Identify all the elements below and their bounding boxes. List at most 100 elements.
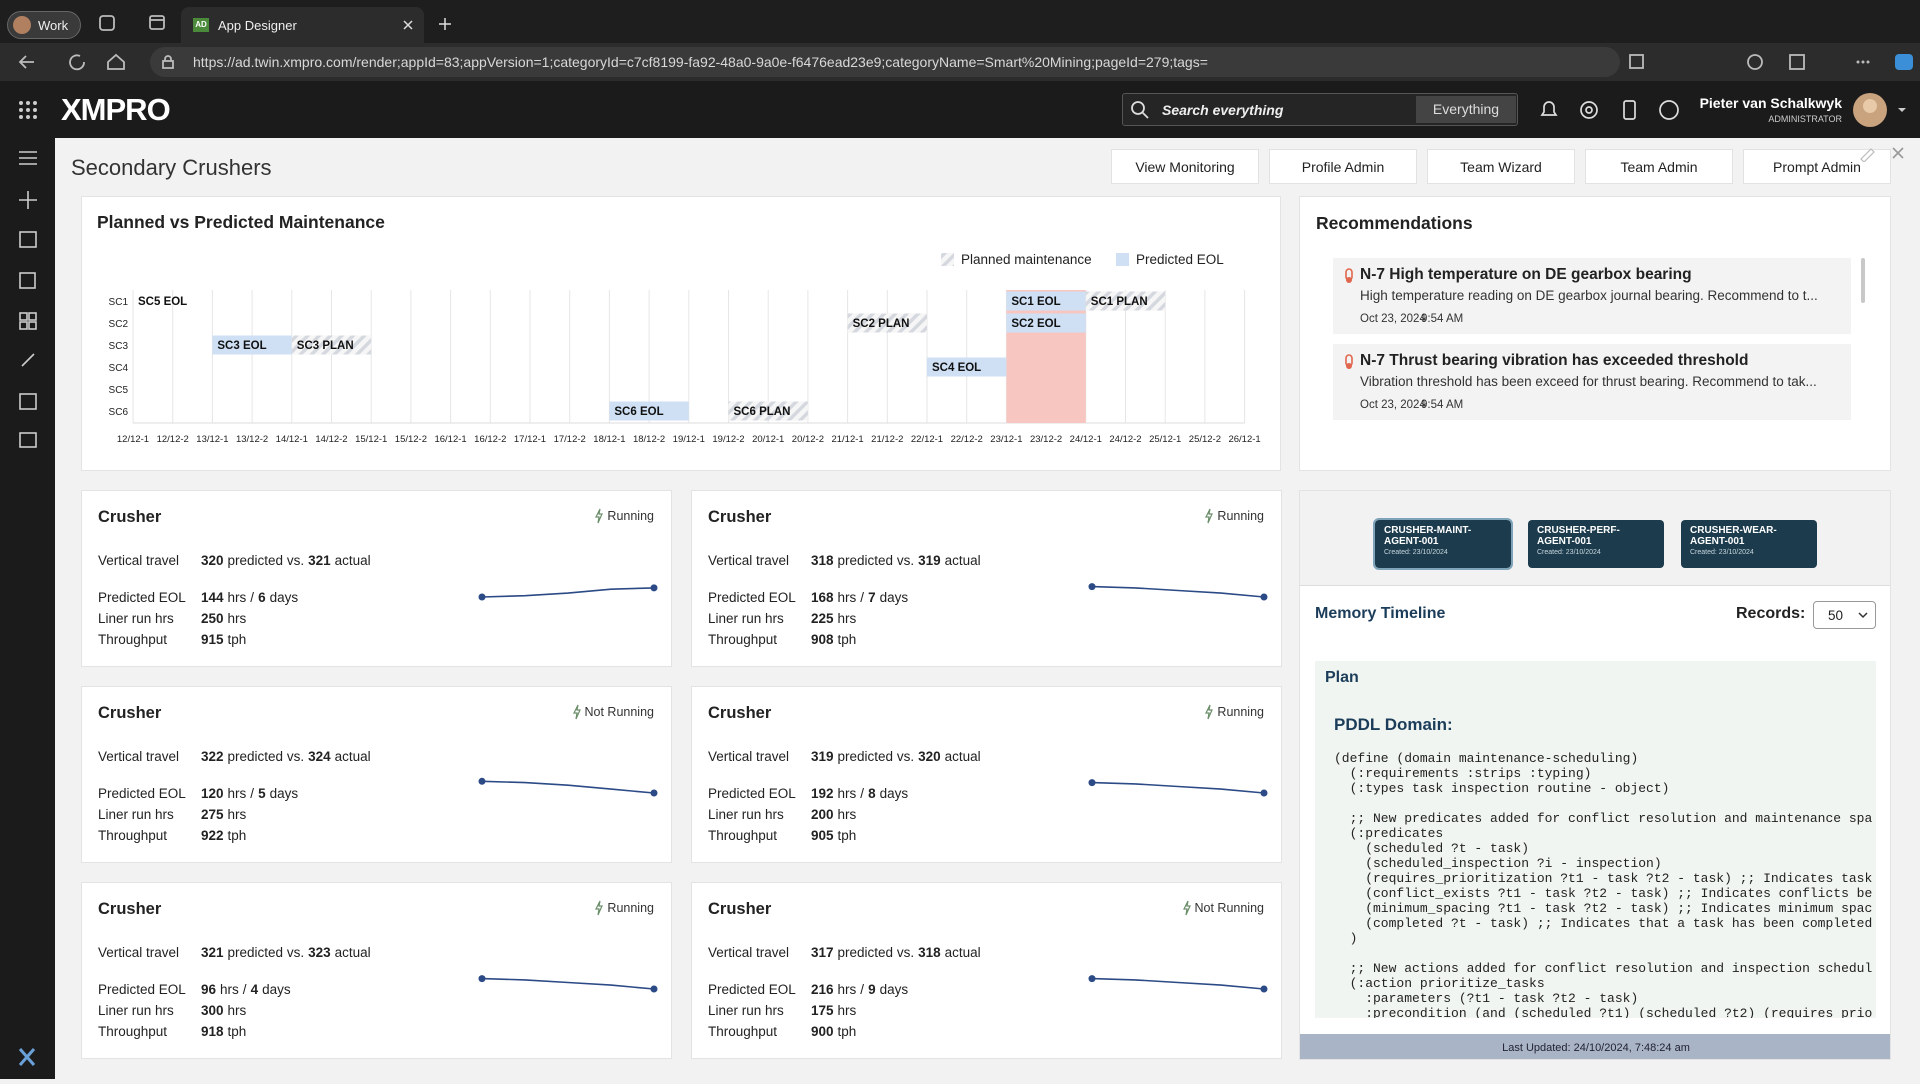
tab-favicon: AD	[193, 18, 209, 32]
x-tick-label: 22/12-2	[951, 434, 983, 445]
trend-point	[478, 777, 486, 785]
unit: actual	[334, 553, 371, 568]
profile-avatar	[13, 16, 31, 34]
scrollbar[interactable]	[1861, 258, 1865, 303]
agent-chip[interactable]: CRUSHER-MAINT-AGENT-001 Created: 23/10/20…	[1373, 518, 1513, 570]
memory-section: Memory Timeline Records: 50 Plan PDDL Do…	[1300, 585, 1890, 1059]
recommendation-item[interactable]: N-7 High temperature on DE gearbox beari…	[1333, 258, 1851, 334]
x-tick-label: 24/12-1	[1070, 434, 1102, 445]
unit: hrs	[837, 590, 857, 605]
unit: tph	[227, 828, 247, 843]
unit: hrs	[837, 611, 857, 626]
x-tick-label: 19/12-2	[712, 434, 744, 445]
icon-shape	[595, 508, 604, 524]
search-scope[interactable]: Everything	[1416, 96, 1516, 123]
unit: days	[879, 982, 909, 997]
active-tab[interactable]: AD App Designer	[181, 7, 424, 43]
agent-memory-panel: Memory Timeline Records: 50 Plan PDDL Do…	[1299, 490, 1891, 1060]
eol-hours: 216	[811, 982, 834, 997]
gantt-bar	[927, 357, 1007, 377]
field-label: Liner run hrs	[98, 1003, 174, 1018]
code-line: (:requirements :strips :typing)	[1334, 766, 1592, 781]
app-launcher[interactable]	[19, 101, 37, 119]
search-box[interactable]: Search everything Everything	[1122, 93, 1518, 126]
url-field[interactable]: https://ad.twin.xmpro.com/render;appId=8…	[150, 47, 1620, 77]
crusher-card: Crusher Running Vertical travel Predicted E…	[81, 882, 672, 1059]
recommendation-time: 9:54 AM	[1421, 313, 1464, 325]
actual-value: 323	[308, 945, 331, 960]
x-tick-label: 19/12-1	[673, 434, 705, 445]
field-label: Predicted EOL	[708, 590, 796, 605]
nav-button[interactable]: Team Wizard	[1427, 149, 1575, 184]
card-title: Crusher	[98, 704, 162, 722]
status-text: Running	[1217, 509, 1264, 523]
row-label: SC1	[109, 297, 129, 308]
profile-button[interactable]: Work	[7, 11, 81, 39]
page-tools	[1860, 147, 1904, 162]
eol-days: 8	[868, 786, 876, 801]
field-label: Liner run hrs	[98, 611, 174, 626]
nav-button[interactable]: Profile Admin	[1269, 149, 1417, 184]
code-block: ;; New predicates added for conflict res…	[1334, 811, 1876, 946]
agent-chip[interactable]: CRUSHER-PERF-AGENT-001 Created: 23/10/202…	[1528, 520, 1664, 568]
agent-created: Created: 23/10/2024	[1384, 549, 1448, 556]
recommendation-title: N-7 Thrust bearing vibration has exceede…	[1360, 352, 1749, 369]
recommendation-text: High temperature reading on DE gearbox j…	[1360, 288, 1818, 303]
gantt-bar	[1085, 291, 1166, 311]
throughput: 900 tph	[811, 1024, 856, 1039]
agent-chip[interactable]: CRUSHER-WEAR-AGENT-001 Created: 23/10/202…	[1681, 520, 1817, 568]
x-tick-label: 20/12-2	[792, 434, 824, 445]
status-text: Running	[607, 509, 654, 523]
recommendation-item[interactable]: N-7 Thrust bearing vibration has exceede…	[1333, 344, 1851, 420]
liner-value: 275	[201, 807, 224, 822]
app-header: XMPRO Search everything Everything Piete…	[0, 81, 1920, 138]
card-title: Crusher	[708, 900, 772, 918]
gantt-bar	[847, 313, 927, 333]
actual-value: 318	[918, 945, 941, 960]
icon-shape	[1346, 363, 1352, 369]
trend-point	[1260, 985, 1268, 993]
predicted-eol: 168 hrs/7 days	[811, 590, 908, 605]
predicted-value: 321	[201, 945, 224, 960]
new-tab[interactable]	[438, 17, 452, 31]
sparkline	[1088, 583, 1268, 601]
trend-point	[650, 789, 658, 797]
code-view: (define (domain maintenance-scheduling) …	[1334, 751, 1876, 1018]
x-tick-label: 18/12-1	[593, 434, 625, 445]
unit: hrs	[837, 982, 857, 997]
nav-button[interactable]: Team Admin	[1585, 149, 1733, 184]
field-label: Vertical travel	[708, 749, 790, 764]
icon-shape	[595, 900, 604, 916]
agent-created: Created: 23/10/2024	[1690, 549, 1754, 556]
separator: /	[250, 786, 255, 801]
row-label: SC3	[109, 341, 129, 352]
records-select[interactable]: 50	[1813, 601, 1876, 629]
liner-value: 175	[811, 1003, 834, 1018]
legend-swatch	[941, 253, 954, 266]
logo[interactable]: XMPRO	[61, 92, 171, 127]
recommendation-text: Vibration threshold has been exceed for …	[1360, 374, 1817, 389]
field-label: Liner run hrs	[708, 807, 784, 822]
recommendation-date: Oct 23, 2024	[1360, 399, 1426, 411]
vertical-travel: 322 predicted vs. 324 actual	[201, 749, 371, 764]
card-title: Crusher	[708, 704, 772, 722]
field-label: Liner run hrs	[98, 807, 174, 822]
nav-button[interactable]: Prompt Admin	[1743, 149, 1891, 184]
tab-strip: Work AD App Designer	[0, 0, 1920, 43]
recommendations-panel: Recommendations N-7 High temperature on …	[1299, 196, 1891, 471]
unit: tph	[227, 632, 247, 647]
user-avatar[interactable]	[1852, 91, 1912, 129]
eol-days: 4	[250, 982, 259, 997]
trend-point	[1260, 593, 1268, 601]
status-text: Not Running	[584, 705, 655, 719]
legend-label: Planned maintenance	[961, 252, 1092, 267]
predicted-eol: 144 hrs/6 days	[201, 590, 298, 605]
unit: hrs	[227, 807, 247, 822]
nav-button[interactable]: View Monitoring	[1111, 149, 1259, 184]
gantt-bar-label: SC2 PLAN	[853, 318, 910, 330]
crusher-card: Crusher Not Running Vertical travel Predict…	[691, 882, 1282, 1059]
eol-hours: 168	[811, 590, 834, 605]
tab-close[interactable]	[403, 20, 413, 30]
unit: tph	[837, 632, 857, 647]
